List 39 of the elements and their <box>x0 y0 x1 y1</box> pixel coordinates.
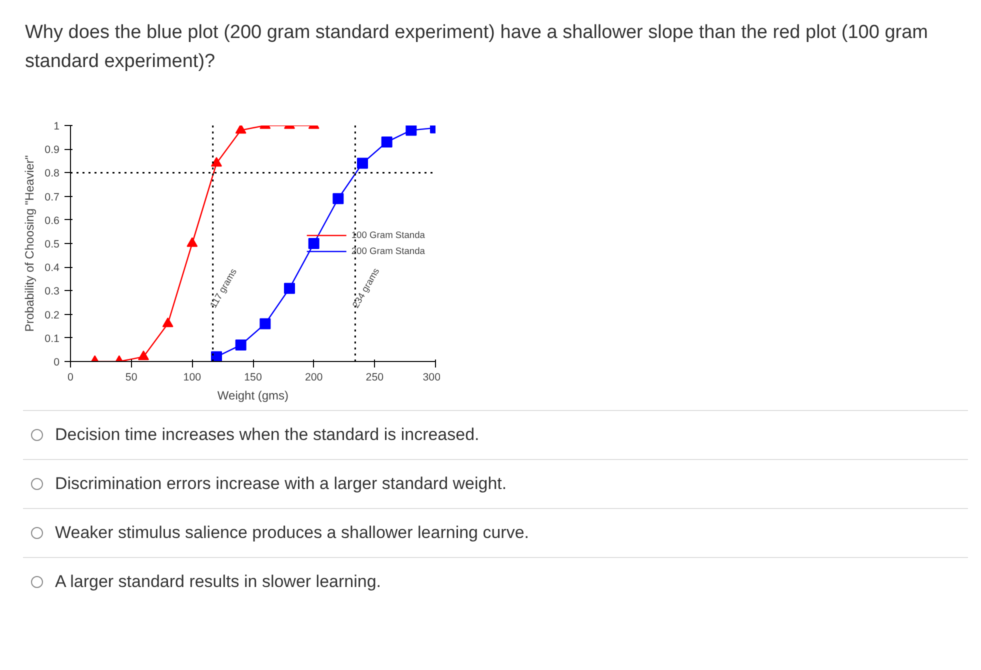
point <box>357 158 368 169</box>
text: Decision time increases when the standard is increased. <box>23 410 968 459</box>
x-tick-label: 250 <box>366 372 384 384</box>
point <box>284 282 295 294</box>
point <box>235 339 246 350</box>
y-tick-label: 0 <box>54 356 60 368</box>
y-tick-label: 0.7 <box>44 191 60 204</box>
y-tick-label: 0.3 <box>44 286 60 298</box>
x-tick-label: 300 <box>422 372 441 384</box>
x-axis-title: Weight (gms) <box>217 388 289 402</box>
text: A larger standard results in slower learning. <box>23 557 968 606</box>
point <box>332 193 344 204</box>
point <box>162 317 174 328</box>
y-tick-label: 0.6 <box>44 214 60 227</box>
point <box>186 237 198 247</box>
y-tick-label: 0.9 <box>44 144 60 156</box>
x-tick-label: 200 <box>304 372 323 384</box>
x-tick-label: 100 <box>183 372 202 384</box>
y-tick-label: 0.1 <box>44 332 60 345</box>
x-tick-label: 50 <box>125 372 138 384</box>
point <box>235 126 246 134</box>
text: Weaker stimulus salience produces a shallower learning curve. <box>23 508 968 557</box>
point <box>308 238 320 249</box>
point <box>406 126 417 136</box>
legend-label: 200 Gram Standa <box>351 246 425 256</box>
y-tick-label: 0.5 <box>44 238 60 250</box>
text: Discrimination errors increase with a larger standard weight. <box>23 459 968 508</box>
x-tick-label: 0 <box>68 372 74 384</box>
y-axis-title: Probability of Choosing "Heavier" <box>22 155 37 332</box>
y-tick-label: 1 <box>54 120 60 132</box>
y-tick-label: 0.8 <box>44 168 60 180</box>
point <box>381 136 392 148</box>
point <box>138 350 149 360</box>
y-tick-label: 0.4 <box>44 262 60 274</box>
legend-label: 100 Gram Standa <box>351 230 425 240</box>
y-tick-label: 0.2 <box>44 309 60 322</box>
x-tick-label: 150 <box>244 372 262 384</box>
text: Why does the blue plot (200 gram standard experiment) have a shallower slope than the red plot (100 gram standard experiment)? <box>25 21 930 74</box>
point <box>260 318 271 330</box>
